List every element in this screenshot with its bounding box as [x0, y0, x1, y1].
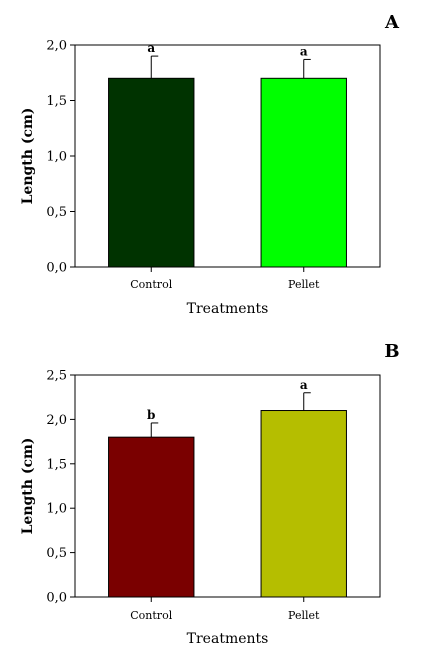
y-tick-label: 0,0 [46, 261, 67, 276]
x-tick-label: Pellet [288, 609, 320, 622]
x-tick-label: Pellet [288, 278, 320, 291]
bar-control [108, 436, 195, 598]
x-tick-label: Control [130, 278, 172, 291]
significance-letter: b [147, 408, 155, 422]
panel-label: A [384, 12, 400, 33]
y-tick-label: 2,0 [46, 413, 67, 428]
y-tick-label: 0,5 [46, 205, 67, 220]
y-tick-label: 1,0 [46, 150, 67, 165]
y-tick-label: 1,5 [46, 94, 67, 109]
x-tick-label: Control [130, 609, 172, 622]
x-axis-title: Treatments [187, 631, 269, 647]
panel-label: B [384, 341, 399, 362]
chart-panel-a: 0,0 0,5 1,0 1,5 2,0 a Control a Pellet Treatments… [20, 12, 400, 317]
y-tick-label: 2,0 [46, 39, 67, 54]
y-tick-label: 0,0 [46, 591, 67, 606]
y-tick-label: 2,5 [46, 369, 67, 384]
y-axis-title: Length (cm) [20, 438, 36, 535]
bar-pellet [260, 77, 347, 268]
x-axis-title: Treatments [187, 301, 269, 317]
y-tick-label: 1,0 [46, 502, 67, 517]
bar-control [108, 77, 195, 268]
bar-pellet [260, 410, 347, 598]
plot-frame [74, 374, 381, 598]
significance-letter: a [147, 41, 155, 55]
y-tick-label: 1,5 [46, 457, 67, 472]
chart-panel-b: 0,0 0,5 1,0 1,5 2,0 2,5 b Control a Pellet Treatme… [20, 341, 400, 647]
y-tick-label: 0,5 [46, 546, 67, 561]
significance-letter: a [300, 378, 308, 392]
y-axis-title: Length (cm) [20, 108, 36, 205]
significance-letter: a [300, 44, 308, 58]
